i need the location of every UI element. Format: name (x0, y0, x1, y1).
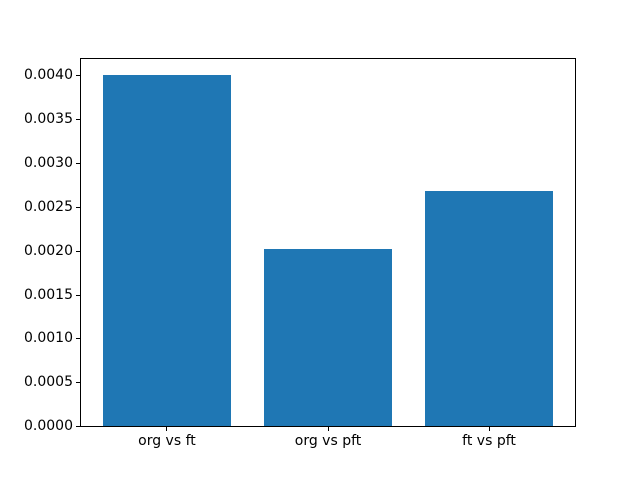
x-axis-tick-mark (488, 427, 490, 431)
y-axis-tick-mark (76, 426, 80, 427)
y-axis-tick-mark (76, 206, 80, 208)
y-axis-tick-label: 0.0000 (24, 418, 73, 434)
y-axis-tick-label: 0.0020 (24, 242, 73, 259)
y-axis-tick-mark (76, 75, 80, 77)
y-axis-tick-mark (76, 294, 80, 296)
y-axis-tick-mark (76, 119, 80, 121)
bar-org-vs-pft (263, 248, 393, 426)
x-axis-tick-label: org vs ft (138, 433, 196, 449)
y-axis-tick-label: 0.0010 (24, 330, 73, 347)
y-axis-tick-label: 0.0040 (24, 67, 73, 84)
x-axis-tick-mark (327, 427, 329, 431)
y-axis-tick-label: 0.0005 (24, 374, 73, 391)
y-axis-tick-label: 0.0035 (24, 111, 73, 128)
y-axis-tick-mark (76, 382, 80, 384)
y-axis-tick-mark (76, 338, 80, 340)
x-axis-tick-label: org vs pft (294, 433, 362, 449)
bar-ft-vs-pft (424, 191, 554, 426)
y-axis-tick-label: 0.0015 (24, 286, 73, 303)
x-axis-tick-mark (166, 427, 168, 431)
x-axis-tick-label: ft vs pft (462, 433, 516, 449)
plot-area (80, 58, 576, 427)
y-axis-tick-label: 0.0025 (24, 198, 73, 215)
bar-org-vs-ft (102, 74, 232, 426)
y-axis-tick-mark (76, 250, 80, 252)
y-axis-tick-mark (76, 163, 80, 165)
y-axis-tick-label: 0.0030 (24, 155, 73, 172)
